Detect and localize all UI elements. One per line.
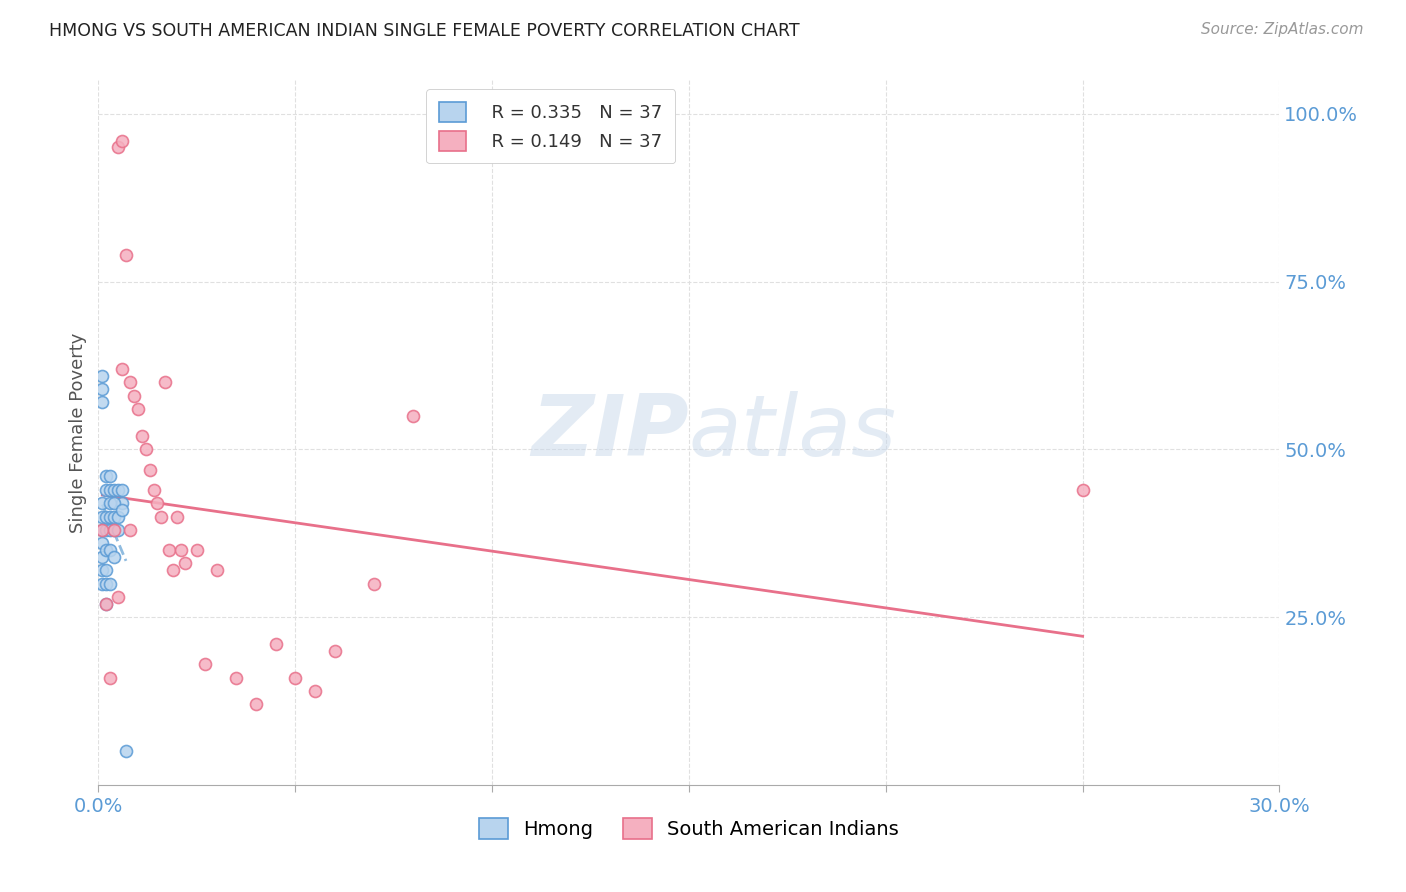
Text: Source: ZipAtlas.com: Source: ZipAtlas.com [1201, 22, 1364, 37]
Point [245, 698, 267, 712]
Point [103, 496, 125, 510]
Point [103, 523, 125, 537]
Point [264, 637, 287, 651]
Point [96, 483, 118, 497]
Point [91, 536, 114, 550]
Point [142, 483, 165, 497]
Point [98, 523, 121, 537]
Point [91, 496, 114, 510]
Point [107, 590, 129, 604]
Point [111, 503, 134, 517]
Point [96, 563, 118, 577]
Point [91, 368, 114, 383]
Point [111, 496, 134, 510]
Point [103, 549, 125, 564]
Point [103, 509, 125, 524]
Point [115, 744, 138, 758]
Point [115, 248, 138, 262]
Point [98, 509, 121, 524]
Point [91, 523, 114, 537]
Point [323, 644, 346, 658]
Text: HMONG VS SOUTH AMERICAN INDIAN SINGLE FEMALE POVERTY CORRELATION CHART: HMONG VS SOUTH AMERICAN INDIAN SINGLE FE… [49, 22, 800, 40]
Point [96, 597, 118, 611]
Point [194, 657, 217, 672]
Point [91, 563, 114, 577]
Point [304, 684, 326, 698]
Point [91, 509, 114, 524]
Point [118, 523, 141, 537]
Point [98, 543, 121, 558]
Point [150, 509, 173, 524]
Point [91, 523, 114, 537]
Point [111, 134, 134, 148]
Point [107, 509, 129, 524]
Point [91, 395, 114, 409]
Point [363, 576, 385, 591]
Legend: Hmong, South American Indians: Hmong, South American Indians [465, 805, 912, 853]
Point [225, 671, 247, 685]
Point [96, 523, 118, 537]
Point [118, 376, 141, 390]
Text: ZIP: ZIP [531, 391, 689, 475]
Point [98, 576, 121, 591]
Point [166, 509, 188, 524]
Point [1071, 483, 1094, 497]
Point [174, 557, 197, 571]
Point [103, 523, 125, 537]
Point [96, 469, 118, 483]
Point [107, 483, 129, 497]
Point [170, 543, 193, 558]
Point [111, 483, 134, 497]
Point [402, 409, 425, 423]
Text: atlas: atlas [689, 391, 897, 475]
Point [96, 576, 118, 591]
Point [91, 576, 114, 591]
Point [96, 597, 118, 611]
Point [127, 402, 149, 417]
Point [96, 509, 118, 524]
Point [91, 549, 114, 564]
Point [96, 543, 118, 558]
Point [107, 523, 129, 537]
Point [162, 563, 184, 577]
Point [107, 140, 129, 154]
Point [186, 543, 208, 558]
Point [103, 483, 125, 497]
Point [155, 376, 177, 390]
Point [122, 389, 145, 403]
Point [135, 442, 157, 457]
Point [91, 382, 114, 396]
Point [138, 462, 160, 476]
Point [284, 671, 307, 685]
Point [205, 563, 228, 577]
Point [98, 496, 121, 510]
Point [111, 362, 134, 376]
Y-axis label: Single Female Poverty: Single Female Poverty [69, 333, 87, 533]
Point [131, 429, 153, 443]
Point [98, 469, 121, 483]
Point [98, 483, 121, 497]
Point [98, 671, 121, 685]
Point [146, 496, 169, 510]
Point [157, 543, 180, 558]
